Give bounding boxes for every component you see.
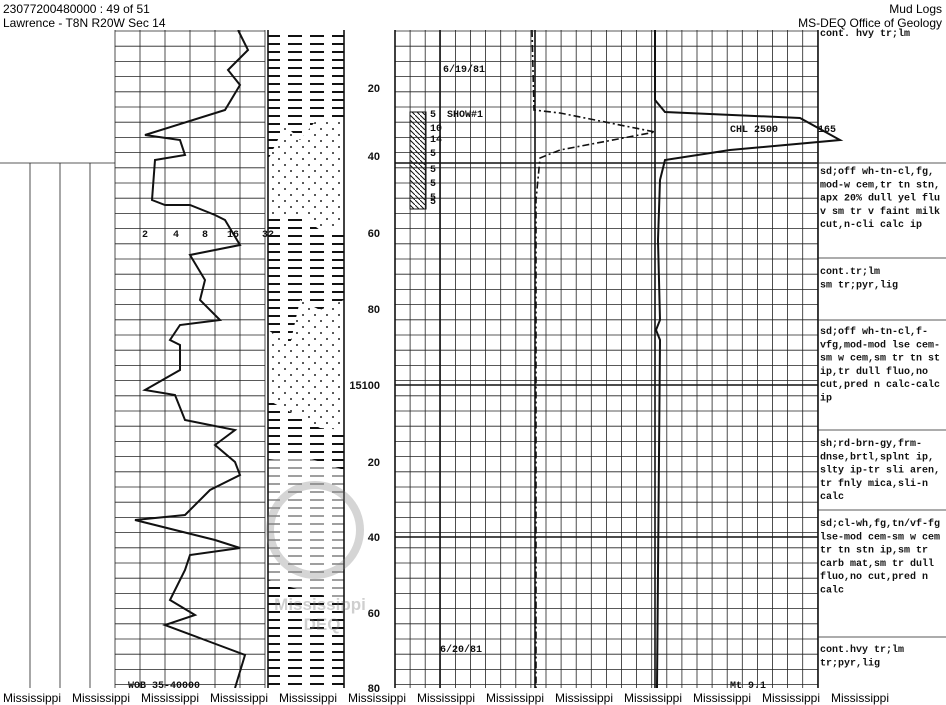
footer-text: Mississippi bbox=[486, 691, 544, 705]
footer-text: Mississippi bbox=[762, 691, 820, 705]
description-line: ip,tr dull fluo,no bbox=[820, 366, 928, 378]
description-line: tr fnly mica,sli-n bbox=[820, 478, 928, 490]
rate-scale-label: 2 bbox=[142, 230, 148, 241]
date: 6/20/81 bbox=[440, 644, 482, 656]
show-number: 5 bbox=[430, 165, 436, 176]
depth-label: 80 bbox=[368, 683, 380, 695]
wob: WOB 35-40000 bbox=[128, 681, 200, 692]
footer-text: Mississippi bbox=[624, 691, 682, 705]
depth-label: 20 bbox=[368, 457, 380, 469]
description-line: sd;off wh-tn-cl,f- bbox=[820, 326, 928, 338]
description-line: mod-w cem,tr tn stn, bbox=[820, 179, 940, 191]
show-number: 5 bbox=[430, 193, 436, 204]
mud-weight: Mt 9.1 bbox=[730, 681, 766, 692]
footer-text: Mississippi bbox=[210, 691, 268, 705]
description-line: dnse,brtl,splnt ip, bbox=[820, 451, 934, 463]
depth-label: 80 bbox=[368, 304, 380, 316]
depth-label: 60 bbox=[368, 608, 380, 620]
footer-text: Mississippi bbox=[141, 691, 199, 705]
description-line: calc bbox=[820, 585, 844, 597]
description-line: cont. hvy tr;lm bbox=[820, 28, 910, 40]
footer-text: Mississippi bbox=[417, 691, 475, 705]
header-text: Mud Logs bbox=[889, 2, 942, 16]
gas-peak: 165 bbox=[818, 125, 836, 136]
depth-label: 20 bbox=[368, 83, 380, 95]
footer-text: Mississippi bbox=[72, 691, 130, 705]
description-line: sd;cl-wh,fg,tn/vf-fg bbox=[820, 518, 940, 530]
description-line: tr;pyr,lig bbox=[820, 657, 880, 669]
description-line: sh;rd-brn-gy,frm- bbox=[820, 438, 922, 450]
depth-label: 60 bbox=[368, 228, 380, 240]
description-line: cont.tr;lm bbox=[820, 266, 880, 278]
date: 6/19/81 bbox=[443, 64, 485, 76]
show-number: 10 bbox=[430, 124, 442, 135]
show-number: 5 bbox=[430, 197, 436, 208]
header-text: 23077200480000 : 49 of 51 bbox=[3, 2, 150, 16]
description-line: fluo,no cut,pred n bbox=[820, 571, 928, 583]
footer-text: Mississippi bbox=[555, 691, 613, 705]
show-label: SHOW#1 bbox=[447, 110, 483, 121]
description-line: slty ip-tr sli aren, bbox=[820, 465, 940, 477]
watermark-text: Mississippi bbox=[274, 595, 366, 614]
show-number: 14 bbox=[430, 135, 442, 146]
log-grid bbox=[0, 30, 946, 688]
description-line: sd;off wh-tn-cl,fg, bbox=[820, 166, 934, 178]
watermark-text: DEQ bbox=[304, 615, 341, 634]
gas-curve bbox=[654, 30, 844, 689]
depth-label: 15100 bbox=[349, 380, 380, 392]
footer-text: Mississippi bbox=[279, 691, 337, 705]
description-line: cut,pred n calc-calc bbox=[820, 379, 940, 391]
description-line: carb mat,sm tr dull bbox=[820, 558, 934, 570]
description-line: sm w cem,sm tr tn st bbox=[820, 354, 940, 365]
show-interval bbox=[409, 111, 427, 210]
footer-text: Mississippi bbox=[348, 691, 406, 705]
rate-scale-label: 32 bbox=[262, 230, 274, 241]
rate-scale-label: 4 bbox=[173, 230, 179, 241]
drill-rate-curve bbox=[134, 29, 250, 689]
chl-curve bbox=[531, 29, 656, 688]
header-text: Lawrence - T8N R20W Sec 14 bbox=[3, 16, 166, 30]
show-number: 5 bbox=[430, 179, 436, 190]
depth-label: 40 bbox=[368, 151, 380, 163]
show-number: 5 bbox=[430, 110, 436, 121]
description-line: calc bbox=[820, 491, 844, 503]
description-line: cut,n-cli calc ip bbox=[820, 219, 922, 231]
description-line: sm tr;pyr,lig bbox=[820, 279, 898, 291]
footer-text: Mississippi bbox=[3, 691, 61, 705]
footer-text: Mississippi bbox=[831, 691, 889, 705]
footer-text: Mississippi bbox=[693, 691, 751, 705]
description-line: lse-mod cem-sm w cem bbox=[820, 531, 940, 543]
show-number: 5 bbox=[430, 149, 436, 160]
watermark: Mississippi DEQ bbox=[266, 481, 366, 634]
rate-scale-label: 8 bbox=[202, 230, 208, 241]
description-line: apx 20% dull yel flu bbox=[820, 193, 940, 205]
description-line: ip bbox=[820, 393, 832, 405]
lithology bbox=[267, 30, 345, 688]
description-line: vfg,mod-mod lse cem- bbox=[820, 339, 940, 351]
header-text: MS-DEQ Office of Geology bbox=[798, 16, 942, 30]
rate-scale-label: 16 bbox=[227, 230, 239, 241]
description-line: tr tn stn ip,sm tr bbox=[820, 545, 928, 557]
depth-label: 40 bbox=[368, 532, 380, 544]
description-line: cont.hvy tr;lm bbox=[820, 644, 904, 656]
description-line: v sm tr v faint milk bbox=[820, 206, 940, 218]
gas-label: CHL 2500 bbox=[730, 125, 778, 136]
